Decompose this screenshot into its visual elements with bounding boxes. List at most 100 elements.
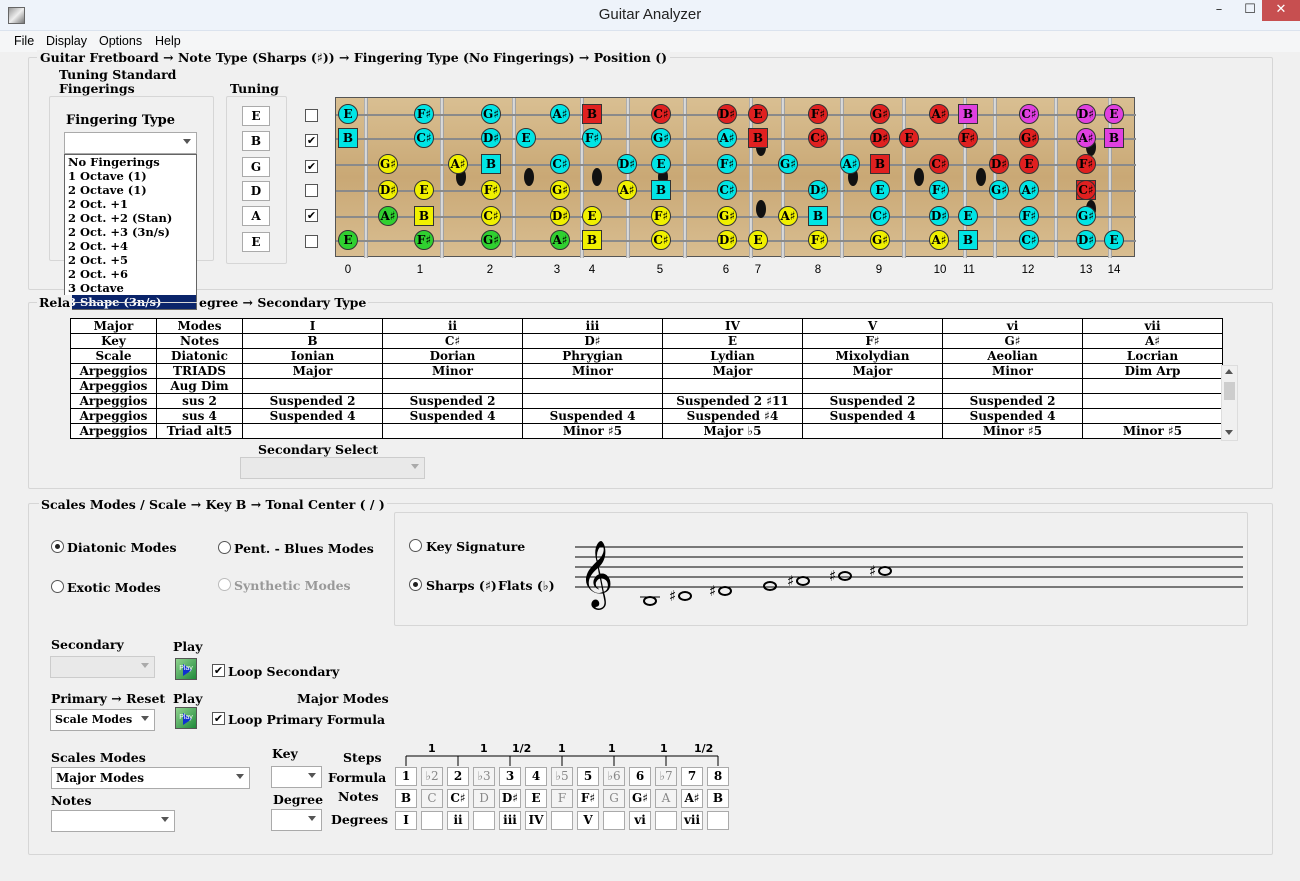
formula-cell[interactable]: 3 [499,767,521,786]
tuning-string-button[interactable]: G [242,157,270,177]
fretboard-note[interactable]: A♯ [929,230,949,250]
play-primary-button[interactable]: Play [175,707,197,729]
table-cell[interactable]: Dim Arp [1082,363,1223,379]
fretboard-note[interactable]: D♯ [717,104,737,124]
fretboard-note[interactable]: B [748,128,768,148]
fretboard-note[interactable]: G♯ [651,128,671,148]
table-cell[interactable]: Major [802,363,943,379]
fretboard-note[interactable]: C♯ [550,154,570,174]
fretboard-note[interactable]: F♯ [582,128,602,148]
table-cell[interactable]: Major ♭5 [662,423,803,439]
string-visible-checkbox[interactable]: ✔ [305,134,318,147]
table-cell[interactable] [1082,393,1223,409]
fretboard-note[interactable]: E [1019,154,1039,174]
fretboard-note[interactable]: E [414,180,434,200]
fretboard-note[interactable]: E [1104,230,1124,250]
fretboard-note[interactable]: E [338,104,358,124]
table-cell[interactable] [662,378,803,394]
fretboard-note[interactable]: C♯ [414,128,434,148]
fretboard-note[interactable]: F♯ [1019,206,1039,226]
fretboard-note[interactable]: D♯ [929,206,949,226]
tuning-string-button[interactable]: E [242,106,270,126]
fretboard-note[interactable]: C♯ [1019,230,1039,250]
fretboard-note[interactable]: B [808,206,828,226]
table-cell[interactable] [1082,378,1223,394]
fretboard-note[interactable]: A♯ [550,230,570,250]
degree-cell[interactable] [473,811,495,830]
key-signature-radio[interactable] [409,539,422,552]
fretboard-note[interactable]: F♯ [1076,154,1096,174]
table-cell[interactable]: Minor ♯5 [942,423,1083,439]
fretboard-note[interactable]: E [582,206,602,226]
table-cell[interactable] [1082,408,1223,424]
fretboard-note[interactable]: D♯ [1076,104,1096,124]
fretboard-note[interactable]: G♯ [870,104,890,124]
fingering-option[interactable]: 1 Octave (1) [68,169,147,183]
fingering-option[interactable]: 2 Oct. +2 (Stan) [68,211,173,225]
string-visible-checkbox[interactable]: ✔ [305,209,318,222]
fretboard-note[interactable]: F♯ [958,128,978,148]
table-cell[interactable]: Suspended 2 [242,393,383,409]
formula-cell[interactable]: 1 [395,767,417,786]
scale-note-cell[interactable]: G [603,789,625,808]
scale-note-cell[interactable]: A♯ [681,789,703,808]
menu-help[interactable]: Help [155,34,181,48]
fretboard-note[interactable]: D♯ [717,230,737,250]
fretboard-note[interactable]: F♯ [481,180,501,200]
table-scrollbar[interactable] [1221,365,1238,441]
fingering-option[interactable]: No Fingerings [68,155,160,169]
scale-note-cell[interactable]: B [395,789,417,808]
fretboard-note[interactable]: C♯ [870,206,890,226]
table-cell[interactable]: Suspended 4 [942,408,1083,424]
scale-note-cell[interactable]: C♯ [447,789,469,808]
table-cell[interactable]: Suspended 4 [382,408,523,424]
fingering-option[interactable]: 2 Oct. +5 [68,253,128,267]
fingering-option[interactable]: 2 Oct. +1 [68,197,128,211]
table-cell[interactable]: Suspended 2 [382,393,523,409]
fretboard-note[interactable]: C♯ [1076,180,1096,200]
scroll-up-icon[interactable] [1225,369,1233,374]
formula-cell[interactable]: 6 [629,767,651,786]
fretboard-note[interactable]: C♯ [1019,104,1039,124]
fretboard-note[interactable]: E [651,154,671,174]
formula-cell[interactable]: 2 [447,767,469,786]
table-cell[interactable] [382,423,523,439]
diatonic-modes-radio[interactable] [51,540,64,553]
table-cell[interactable]: Major [662,363,803,379]
fretboard-note[interactable]: E [516,128,536,148]
fretboard-note[interactable]: D♯ [481,128,501,148]
fretboard-note[interactable]: E [1104,104,1124,124]
degree-cell[interactable] [551,811,573,830]
fretboard-note[interactable]: D♯ [378,180,398,200]
fretboard-note[interactable]: B [582,230,602,250]
tuning-string-button[interactable]: E [242,232,270,252]
tuning-string-button[interactable]: B [242,131,270,151]
fretboard-note[interactable]: B [338,128,358,148]
fretboard-note[interactable]: D♯ [617,154,637,174]
fretboard-note[interactable]: G♯ [378,154,398,174]
fretboard-note[interactable]: G♯ [778,154,798,174]
scroll-thumb[interactable] [1224,382,1235,400]
table-cell[interactable] [942,378,1083,394]
table-cell[interactable]: Major [242,363,383,379]
string-visible-checkbox[interactable] [305,109,318,122]
scale-note-cell[interactable]: B [707,789,729,808]
degree-cell[interactable] [603,811,625,830]
degree-cell[interactable]: iii [499,811,521,830]
fretboard-note[interactable]: F♯ [651,206,671,226]
formula-cell[interactable]: ♭5 [551,767,573,786]
fretboard-note[interactable]: D♯ [870,128,890,148]
table-cell[interactable]: Suspended 2 [802,393,943,409]
string-visible-checkbox[interactable]: ✔ [305,160,318,173]
degree-cell[interactable]: ii [447,811,469,830]
menu-display[interactable]: Display [46,34,87,48]
table-cell[interactable] [382,378,523,394]
degree-cell[interactable]: V [577,811,599,830]
fretboard-note[interactable]: E [899,128,919,148]
fingering-option[interactable]: 2 Oct. +3 (3n/s) [68,225,170,239]
table-cell[interactable]: Minor [942,363,1083,379]
table-cell[interactable]: Suspended ♯4 [662,408,803,424]
fretboard-note[interactable]: E [870,180,890,200]
fretboard-note[interactable]: F♯ [414,230,434,250]
degree-cell[interactable] [421,811,443,830]
